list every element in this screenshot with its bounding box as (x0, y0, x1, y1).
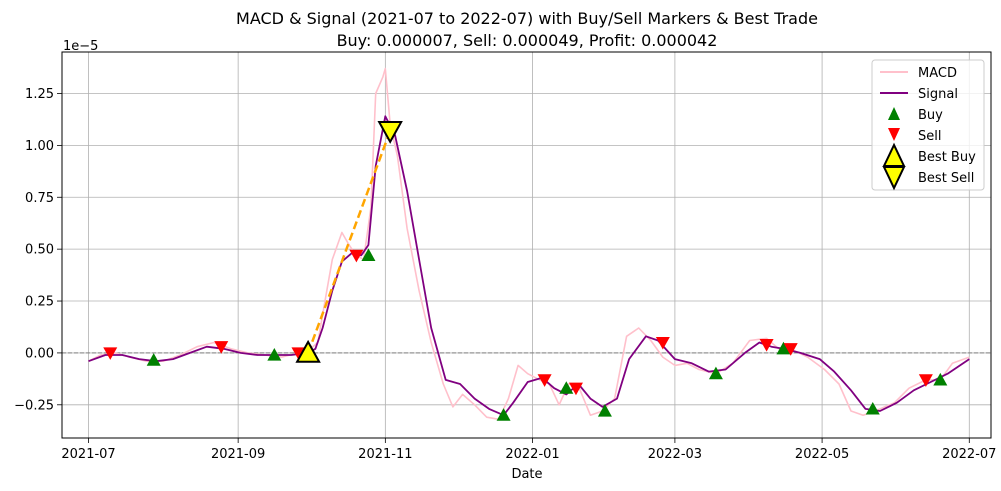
sell-marker (214, 341, 229, 354)
sell-marker (918, 374, 933, 387)
legend-signal-label: Signal (918, 87, 958, 102)
x-tick-label: 2022-05 (795, 447, 849, 462)
best-trade-line (306, 130, 392, 354)
best-trade-layer (306, 130, 392, 354)
buy-marker (865, 401, 880, 415)
sell-marker (103, 347, 118, 360)
axis-ticks: 2021-07 2021-09 2021-11 2022-01 2022-03 2022-… (14, 87, 996, 462)
sell-marker (537, 374, 552, 387)
legend: MACD Signal Buy Sell Best Buy Best Sell (871, 59, 985, 191)
buy-marker (933, 372, 948, 386)
y-tick-label: 1.00 (25, 139, 54, 154)
sell-marker (568, 382, 583, 396)
buy-marker (267, 347, 282, 361)
y-tick-label: 1.25 (25, 87, 54, 102)
buy-marker (776, 341, 791, 355)
y-offset-label: 1e−5 (63, 39, 98, 54)
legend-best-sell-label: Best Sell (918, 171, 974, 186)
sell-marker (759, 339, 774, 352)
chart-title: MACD & Signal (2021-07 to 2022-07) with … (236, 9, 818, 28)
y-tick-label: 0.00 (25, 346, 54, 361)
series-layer (88, 67, 970, 421)
x-axis-label: Date (511, 467, 542, 482)
macd-line (88, 67, 970, 421)
buy-marker (146, 353, 161, 366)
sell-marker (291, 347, 306, 360)
legend-best-buy-label: Best Buy (918, 150, 976, 165)
chart-subtitle: Buy: 0.000007, Sell: 0.000049, Profit: 0… (337, 31, 718, 50)
legend-sell-swatch (888, 128, 900, 141)
plot-frame (61, 51, 992, 439)
x-tick-label: 2021-07 (61, 447, 115, 462)
x-tick-label: 2022-01 (505, 447, 559, 462)
buy-marker (708, 366, 723, 380)
markers-layer (103, 121, 948, 421)
x-tick-label: 2021-09 (211, 447, 265, 462)
signal-line (88, 115, 970, 417)
best-sell-marker (377, 121, 403, 144)
legend-macd-label: MACD (918, 66, 957, 81)
sell-marker (349, 249, 364, 263)
buy-marker (361, 248, 376, 261)
x-tick-label: 2021-11 (358, 447, 412, 462)
y-tick-label: 0.25 (25, 295, 54, 310)
sell-marker (655, 336, 670, 350)
best-buy-marker (295, 339, 321, 363)
legend-best-sell-swatch (882, 166, 906, 191)
grid (62, 52, 991, 438)
legend-buy-swatch (888, 107, 900, 120)
x-tick-label: 2022-03 (648, 447, 702, 462)
buy-marker (496, 408, 511, 421)
legend-buy-label: Buy (918, 108, 943, 123)
x-tick-label: 2022-07 (942, 447, 996, 462)
y-tick-label: 0.50 (25, 243, 54, 258)
legend-sell-label: Sell (918, 129, 941, 144)
y-tick-label: 0.75 (25, 191, 54, 206)
buy-marker (597, 404, 612, 417)
buy-marker (559, 381, 574, 394)
y-tick-label: −0.25 (14, 398, 54, 413)
sell-marker (783, 343, 798, 356)
